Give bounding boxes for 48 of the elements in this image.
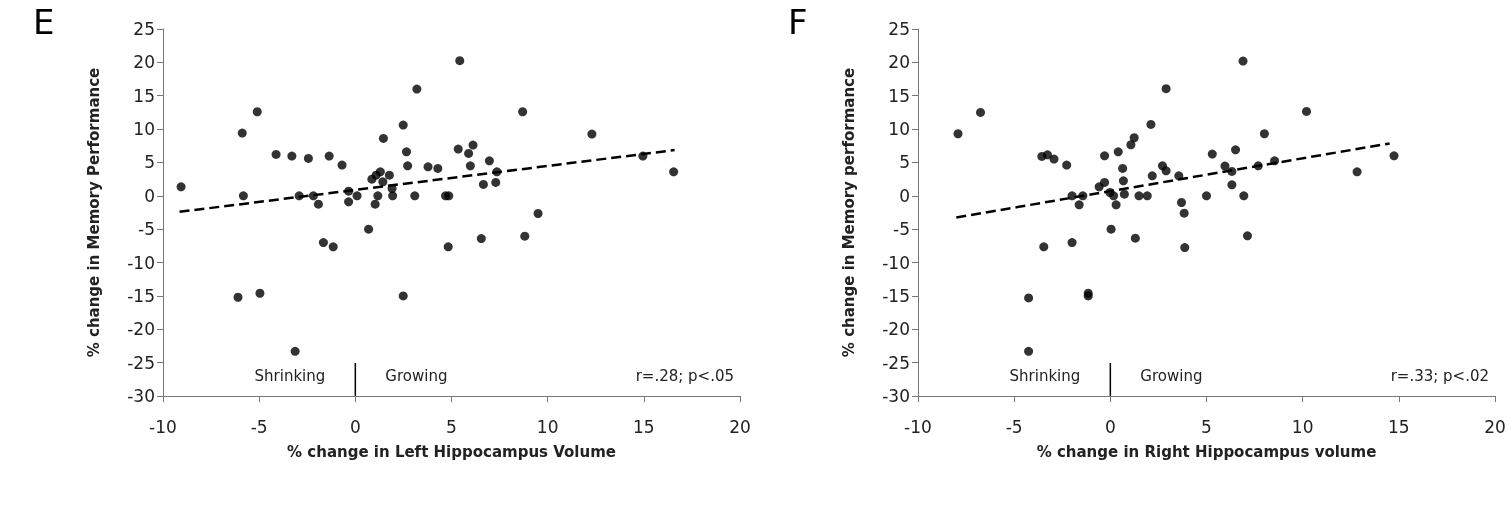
y-tick-label: 25	[133, 19, 155, 39]
x-tick-label: -5	[250, 416, 268, 437]
y-tick-label: 20	[888, 52, 910, 73]
y-tick-label: 5	[144, 152, 155, 173]
y-tick-label: 15	[133, 85, 155, 106]
x-tick-label: -5	[1005, 416, 1023, 437]
annotation: r=.28; p<.05	[635, 367, 734, 385]
x-tick-label: 20	[729, 416, 751, 437]
x-axis-title: % change in Right Hippocampus volume	[1036, 442, 1377, 461]
y-axis-title: % change in Memory performance	[839, 67, 858, 358]
y-tick-label: 15	[888, 85, 910, 106]
annotation: Growing	[385, 367, 448, 385]
x-tick-label: 10	[1291, 416, 1314, 437]
chart-title: F	[788, 2, 808, 42]
x-tick-label: 0	[349, 416, 361, 437]
annotation: r=.33; p<.02	[1390, 367, 1489, 385]
y-tick-label: -30	[882, 386, 910, 406]
y-tick-label: -10	[127, 252, 155, 273]
y-tick-label: -25	[127, 352, 155, 373]
x-tick-label: 15	[1388, 416, 1410, 437]
y-tick-label: 5	[899, 152, 910, 173]
y-axis-title: % change in Memory Performance	[84, 67, 103, 358]
y-tick-label: -20	[127, 319, 155, 340]
y-tick-label: 10	[888, 119, 910, 140]
y-tick-label: -15	[127, 285, 155, 306]
y-tick-label: -15	[882, 285, 910, 306]
chart-title: E	[33, 2, 55, 42]
x-tick-label: 5	[446, 416, 457, 437]
annotation: Shrinking	[1009, 367, 1081, 385]
annotation: Shrinking	[254, 367, 326, 385]
annotation: Growing	[1140, 367, 1203, 385]
y-tick-label: 0	[144, 185, 155, 206]
x-tick-label: 10	[536, 416, 559, 437]
x-tick-label: 0	[1104, 416, 1116, 437]
y-tick-label: 10	[133, 119, 155, 140]
y-tick-label: -20	[882, 319, 910, 340]
y-tick-label: 20	[133, 52, 155, 73]
x-axis-title: % change in Left Hippocampus Volume	[287, 442, 616, 461]
y-tick-label: 0	[899, 185, 910, 206]
x-tick-label: 15	[633, 416, 655, 437]
x-tick-label: 5	[1201, 416, 1212, 437]
y-tick-label: -10	[882, 252, 910, 273]
y-tick-label: 25	[888, 19, 910, 39]
y-tick-label: -25	[882, 352, 910, 373]
y-tick-label: -5	[893, 219, 910, 240]
y-tick-label: -30	[127, 386, 155, 406]
x-tick-label: 20	[1484, 416, 1506, 437]
y-tick-label: -5	[138, 219, 155, 240]
